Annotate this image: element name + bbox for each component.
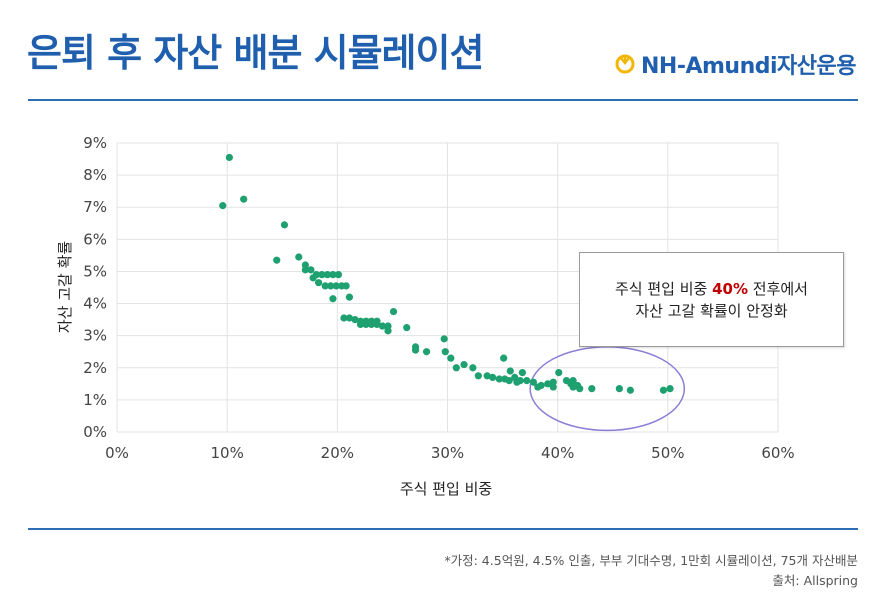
callout-line-1: 주식 편입 비중 40% 전후에서	[615, 278, 808, 300]
x-axis-label: 주식 편입 비중	[400, 480, 492, 498]
data-point	[506, 367, 514, 375]
data-point	[342, 282, 350, 290]
data-point	[469, 364, 477, 372]
data-point	[411, 346, 420, 354]
callout-text-pre: 주식 편입 비중	[615, 279, 713, 298]
data-point	[329, 295, 337, 303]
y-tick-label: 7%	[83, 198, 107, 216]
data-point	[403, 324, 411, 332]
y-tick-labels: 0% 1% 2% 3% 4% 5% 6% 7% 8% 9%	[83, 134, 107, 441]
data-point	[474, 372, 482, 380]
nh-amundi-logo-icon	[615, 54, 635, 74]
data-point	[537, 381, 545, 390]
data-point	[340, 314, 348, 322]
data-point	[659, 386, 668, 394]
data-point	[588, 385, 596, 393]
x-tick-label: 60%	[761, 444, 794, 462]
data-point	[549, 378, 557, 386]
annotation-callout: 주식 편입 비중 40% 전후에서 자산 고갈 확률이 안정화	[579, 252, 844, 347]
y-tick-label: 4%	[83, 295, 107, 313]
y-axis-label: 자산 고갈 확률	[56, 241, 74, 334]
data-point	[555, 368, 563, 377]
footnote-assumptions: *가정: 4.5억원, 4.5% 인출, 부부 기대수명, 1만회 시뮬레이션,…	[444, 553, 858, 568]
data-point	[452, 364, 460, 372]
data-point	[225, 153, 233, 162]
x-tick-label: 0%	[105, 444, 129, 462]
data-point	[307, 266, 315, 274]
data-point	[373, 320, 381, 329]
data-point	[666, 385, 674, 393]
data-point	[219, 202, 227, 210]
data-point	[384, 327, 392, 335]
data-point	[495, 375, 503, 383]
y-tick-label: 6%	[83, 230, 107, 248]
data-point	[295, 253, 303, 261]
data-points	[219, 153, 674, 394]
x-tick-label: 10%	[210, 444, 243, 462]
data-point	[329, 271, 337, 279]
data-point	[334, 271, 343, 279]
x-tick-labels: 0% 10% 20% 30% 40% 50% 60%	[105, 444, 795, 462]
data-point	[626, 386, 634, 394]
y-tick-label: 5%	[83, 262, 107, 280]
data-point	[518, 368, 527, 377]
data-point	[529, 378, 538, 386]
brand-logo: NH-Amundi자산운용	[615, 48, 856, 80]
x-tick-label: 50%	[651, 444, 684, 462]
data-point	[323, 271, 332, 279]
data-point	[615, 385, 623, 393]
data-point	[351, 316, 359, 324]
callout-highlight: 40%	[712, 279, 749, 298]
data-point	[483, 372, 491, 380]
data-point	[356, 320, 365, 329]
data-point	[489, 373, 497, 382]
y-tick-label: 3%	[83, 327, 107, 345]
data-point	[544, 380, 552, 388]
data-point	[318, 271, 326, 279]
data-point	[332, 282, 340, 290]
data-point	[367, 320, 376, 329]
callout-text-post: 전후에서	[748, 279, 808, 298]
x-tick-label: 30%	[431, 444, 464, 462]
footnote-source: 출처: Allspring	[772, 573, 858, 588]
data-point	[312, 271, 321, 279]
footer-divider	[28, 528, 858, 530]
data-point	[447, 354, 455, 362]
y-tick-label: 0%	[83, 423, 107, 441]
data-point	[422, 348, 431, 356]
data-point	[569, 377, 577, 385]
data-point	[362, 320, 370, 329]
y-tick-label: 2%	[83, 359, 107, 377]
brand-name: NH-Amundi자산운용	[641, 54, 856, 79]
data-point	[327, 282, 335, 290]
data-point	[505, 377, 513, 385]
x-tick-label: 40%	[541, 444, 574, 462]
data-point	[280, 221, 289, 229]
data-point	[460, 360, 468, 369]
data-point	[240, 195, 248, 203]
callout-line-2: 자산 고갈 확률이 안정화	[635, 301, 788, 320]
data-point	[523, 377, 531, 385]
data-point	[440, 335, 448, 343]
y-tick-label: 1%	[83, 391, 107, 409]
data-point	[516, 377, 524, 385]
data-point	[345, 293, 354, 301]
y-tick-label: 8%	[83, 166, 107, 184]
data-point	[441, 348, 449, 356]
data-point	[345, 314, 354, 322]
data-point	[378, 322, 387, 330]
data-point	[315, 279, 323, 287]
header-divider	[28, 99, 858, 101]
data-point	[389, 307, 398, 316]
data-point	[273, 256, 281, 264]
y-tick-label: 9%	[83, 134, 107, 152]
data-point	[576, 385, 584, 393]
data-point	[321, 282, 329, 290]
x-tick-label: 20%	[321, 444, 354, 462]
data-point	[500, 354, 508, 362]
page-title: 은퇴 후 자산 배분 시뮬레이션	[27, 31, 484, 75]
data-point	[301, 266, 309, 274]
